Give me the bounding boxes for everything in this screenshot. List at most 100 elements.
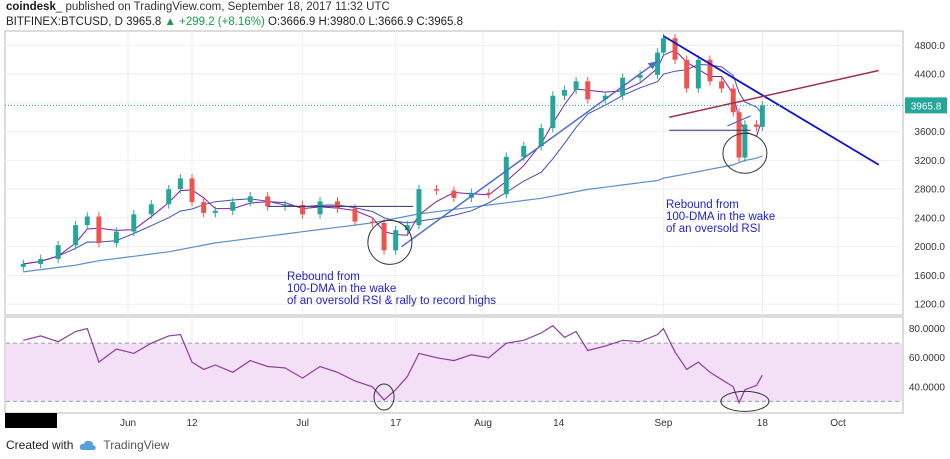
candle-body xyxy=(381,222,387,251)
time-scale-marker xyxy=(5,413,57,428)
candle-body xyxy=(719,81,725,89)
y-tick-label: 2800.0 xyxy=(914,185,945,196)
x-tick-label: 12 xyxy=(186,418,198,429)
y-tick-label: 1200.0 xyxy=(914,300,945,311)
candle-body xyxy=(201,202,207,213)
x-tick-label: Oct xyxy=(830,418,846,429)
x-tick-label: 14 xyxy=(553,418,565,429)
publish-info: coindesk_ published on TradingView.com, … xyxy=(6,1,390,13)
rsi-tick-label: 80.0000 xyxy=(909,324,946,335)
candle-body xyxy=(38,258,44,264)
rsi-circle-july xyxy=(373,383,395,411)
candle-body xyxy=(730,88,736,113)
brand-name: coindesk xyxy=(6,1,56,13)
candle-body xyxy=(433,189,439,191)
rsi-band xyxy=(6,343,902,402)
annotation-text: 100-DMA in the wake xyxy=(287,283,396,295)
ohlc-values: O:3666.9 H:3980.0 L:3666.9 C:3965.8 xyxy=(267,16,463,28)
candle-body xyxy=(230,202,236,211)
candle-body xyxy=(20,263,26,267)
candle-body xyxy=(503,156,509,195)
candle-body xyxy=(451,190,457,198)
candle-body xyxy=(300,204,306,215)
trendline-support xyxy=(669,69,879,119)
trendline-top-arrow xyxy=(727,115,751,127)
candle-body xyxy=(131,214,137,232)
candle-body xyxy=(684,59,690,89)
candle-body xyxy=(759,105,765,127)
rsi-pane xyxy=(4,316,904,414)
created-with-text: Created with xyxy=(6,438,74,452)
last-price: 3965.8 xyxy=(126,16,162,28)
last-price-tag xyxy=(905,97,947,114)
rally-arrowhead xyxy=(647,61,658,70)
candle-body xyxy=(247,196,253,203)
axes: Jun 12 Jul 17 Aug 14 Sep 18 Oct 1200.0 1600.0 2000.… xyxy=(120,41,947,429)
annotation-text: of an oversold RSI & rally to record hig… xyxy=(287,295,496,307)
candle-body xyxy=(166,189,172,205)
main-grid xyxy=(5,31,903,315)
y-tick-label: 4800.0 xyxy=(914,41,945,52)
candle-body xyxy=(538,128,544,147)
rsi-layer xyxy=(6,317,902,413)
main-pane-frame xyxy=(4,30,904,316)
annotation-text: of an oversold RSI xyxy=(666,223,761,235)
candle-body xyxy=(672,38,678,60)
y-tick-label: 4400.0 xyxy=(914,70,945,81)
candle-body xyxy=(521,146,527,157)
symbol-info: BITFINEX:BTCUSD, D 3965.8 ▲ +299.2 (+8.1… xyxy=(6,16,463,28)
rsi-circle-sept xyxy=(720,390,770,412)
candle-body xyxy=(486,192,492,195)
rsi-tick-label: 40.0000 xyxy=(909,382,946,393)
candle-body xyxy=(113,231,119,244)
candle-body xyxy=(736,112,742,158)
candle-body xyxy=(393,230,399,251)
candle-body xyxy=(660,38,666,53)
candle-body xyxy=(335,201,341,209)
candle-body xyxy=(742,124,748,158)
y-tick-label: 3600.0 xyxy=(914,127,945,138)
y-tick-label: 2000.0 xyxy=(914,242,945,253)
symbol-label: BITFINEX:BTCUSD, D xyxy=(6,16,123,28)
rebound-circle-sept xyxy=(722,132,768,174)
candle-body xyxy=(404,225,410,231)
candle-body xyxy=(55,245,61,259)
candle-body xyxy=(369,221,375,223)
candle-body xyxy=(96,216,102,244)
candle-body xyxy=(655,52,661,75)
candle-body xyxy=(265,196,271,207)
candle-body xyxy=(148,204,154,215)
x-tick-label: 17 xyxy=(390,418,402,429)
annotation-text: 100-DMA in the wake xyxy=(666,211,775,223)
footer: Created with TradingView xyxy=(6,438,169,452)
x-tick-label: 18 xyxy=(757,418,769,429)
candle-body xyxy=(177,178,183,190)
x-tick-label: Sep xyxy=(655,418,673,429)
candle-body xyxy=(573,81,579,90)
annotation-text: Rebound from xyxy=(666,199,739,211)
trendline-rally-arrow xyxy=(401,60,659,248)
publish-text: _ published on TradingView.com, Septembe… xyxy=(55,1,390,13)
rsi-line xyxy=(23,324,763,405)
candle-body xyxy=(754,124,760,127)
candle-body xyxy=(637,74,643,78)
y-tick-label: 1600.0 xyxy=(914,271,945,282)
candle-body xyxy=(416,189,422,226)
trendline-resistance xyxy=(662,35,880,166)
candle-body xyxy=(84,216,90,226)
candle-body xyxy=(212,210,218,213)
x-tick-label: Jul xyxy=(296,418,309,429)
candle-body xyxy=(707,59,713,82)
annotation-text: Rebound from xyxy=(287,271,360,283)
candle-body xyxy=(550,95,556,129)
candle-body xyxy=(585,81,591,100)
candle-body xyxy=(317,201,323,215)
candle-body xyxy=(561,89,567,96)
price-change: ▲ +299.2 (+8.16%) xyxy=(164,16,265,28)
x-tick-label: Aug xyxy=(474,418,492,429)
candle-body xyxy=(602,95,608,100)
candle-body xyxy=(352,208,358,222)
